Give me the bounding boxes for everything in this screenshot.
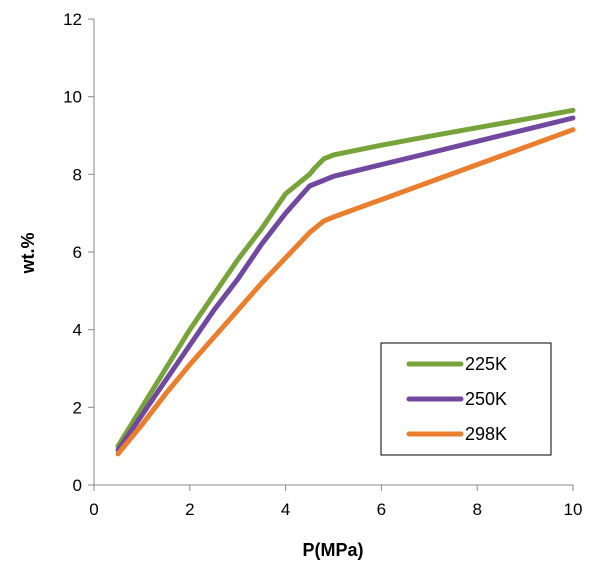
legend-label-250K: 250K <box>465 389 507 409</box>
series-line-298K <box>115 127 576 457</box>
y-tick-label: 2 <box>73 398 82 417</box>
x-tick-label: 0 <box>89 500 98 519</box>
legend-label-225K: 225K <box>465 354 507 374</box>
y-axis-title: wt.% <box>18 232 38 274</box>
series-layer <box>115 107 576 457</box>
x-tick-label: 8 <box>472 500 481 519</box>
y-axis-ticks: 0 2 4 6 8 10 12 <box>63 10 94 495</box>
x-tick-label: 10 <box>564 500 583 519</box>
y-tick-label: 4 <box>73 321 82 340</box>
x-tick-label: 2 <box>185 500 194 519</box>
series-line-225K <box>115 107 576 449</box>
y-tick-label: 8 <box>73 165 82 184</box>
y-tick-label: 10 <box>63 88 82 107</box>
y-tick-label: 0 <box>73 476 82 495</box>
legend-label-298K: 298K <box>465 424 507 444</box>
x-tick-label: 4 <box>281 500 290 519</box>
x-axis-ticks: 0 2 4 6 8 10 <box>89 485 582 519</box>
y-tick-label: 6 <box>73 243 82 262</box>
x-axis-title: P(MPa) <box>302 540 363 560</box>
legend: 225K 250K 298K <box>380 342 552 456</box>
y-tick-label: 12 <box>63 10 82 29</box>
x-tick-label: 6 <box>377 500 386 519</box>
series-line-250K <box>115 115 576 453</box>
